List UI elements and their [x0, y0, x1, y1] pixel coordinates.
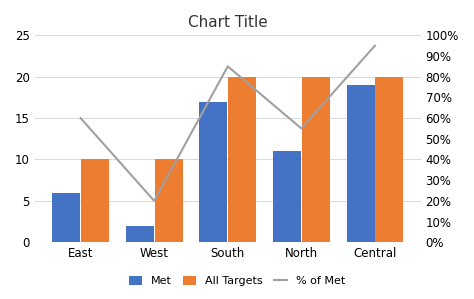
% of Met — [78, 116, 83, 120]
Bar — [228, 77, 256, 242]
% of Met — [372, 44, 378, 48]
% of Met — [225, 65, 230, 68]
Title: Chart Title: Chart Title — [188, 15, 268, 30]
Bar — [346, 85, 374, 242]
Legend: Met, All Targets, % of Met: Met, All Targets, % of Met — [124, 271, 350, 290]
Bar — [200, 102, 228, 242]
% of Met — [151, 199, 157, 203]
Bar — [81, 159, 109, 242]
Bar — [155, 159, 182, 242]
Bar — [301, 77, 329, 242]
Bar — [375, 77, 403, 242]
Bar — [52, 193, 80, 242]
Bar — [273, 151, 301, 242]
% of Met — [299, 127, 304, 130]
Line: % of Met: % of Met — [81, 46, 375, 201]
Bar — [126, 226, 154, 242]
